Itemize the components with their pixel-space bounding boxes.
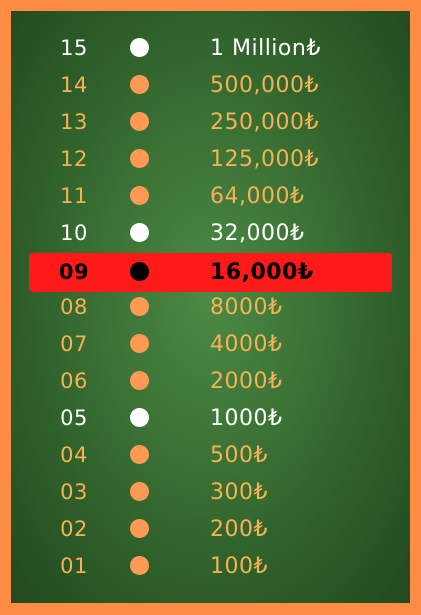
ladder-row-14: 14 500,000₺ <box>11 67 410 104</box>
ladder-row-15: 15 1 Million₺ <box>11 30 410 67</box>
level-number: 05 <box>44 400 104 437</box>
prize-amount: 300₺ <box>210 474 268 511</box>
level-number: 10 <box>44 215 104 252</box>
ladder-row-06: 06 2000₺ <box>11 363 410 400</box>
level-marker-icon <box>130 112 149 131</box>
level-number: 11 <box>44 178 104 215</box>
level-number: 08 <box>44 289 104 326</box>
level-number: 13 <box>44 104 104 141</box>
level-number: 12 <box>44 141 104 178</box>
prize-amount: 32,000₺ <box>210 215 304 252</box>
ladder-row-07: 07 4000₺ <box>11 326 410 363</box>
level-marker-icon <box>130 334 149 353</box>
level-number: 03 <box>44 474 104 511</box>
prize-amount: 2000₺ <box>210 363 283 400</box>
prize-amount: 8000₺ <box>210 289 283 326</box>
level-marker-icon <box>130 223 149 242</box>
level-marker-icon <box>130 75 149 94</box>
prize-amount: 500,000₺ <box>210 67 319 104</box>
level-marker-icon <box>130 371 149 390</box>
ladder-row-12: 12 125,000₺ <box>11 141 410 178</box>
level-marker-icon <box>130 445 149 464</box>
ladder-row-11: 11 64,000₺ <box>11 178 410 215</box>
level-marker-icon <box>130 297 149 316</box>
ladder-row-03: 03 300₺ <box>11 474 410 511</box>
ladder-row-13: 13 250,000₺ <box>11 104 410 141</box>
level-number: 02 <box>44 511 104 548</box>
level-marker-icon <box>130 186 149 205</box>
ladder-row-02: 02 200₺ <box>11 511 410 548</box>
level-marker-icon <box>130 38 149 57</box>
level-number: 01 <box>44 548 104 585</box>
ladder-row-10: 10 32,000₺ <box>11 215 410 252</box>
prize-amount: 1000₺ <box>210 400 283 437</box>
level-marker-icon <box>130 519 149 538</box>
level-marker-icon <box>130 482 149 501</box>
level-number: 06 <box>44 363 104 400</box>
ladder-row-05: 05 1000₺ <box>11 400 410 437</box>
level-number: 04 <box>44 437 104 474</box>
ladder-row-09-current: 09 16,000₺ <box>11 252 410 289</box>
level-number: 14 <box>44 67 104 104</box>
level-number: 09 <box>44 254 104 291</box>
level-marker-icon <box>130 408 149 427</box>
level-number: 15 <box>44 30 104 67</box>
prize-amount: 4000₺ <box>210 326 283 363</box>
prize-amount: 1 Million₺ <box>210 30 321 67</box>
prize-amount: 200₺ <box>210 511 268 548</box>
level-marker-icon <box>130 149 149 168</box>
money-ladder: 15 1 Million₺ 14 500,000₺ 13 250,000₺ 12… <box>11 30 410 585</box>
prize-amount: 64,000₺ <box>210 178 304 215</box>
level-marker-icon <box>130 262 149 281</box>
ladder-row-08: 08 8000₺ <box>11 289 410 326</box>
prize-amount: 16,000₺ <box>210 254 314 291</box>
prize-amount: 100₺ <box>210 548 268 585</box>
level-number: 07 <box>44 326 104 363</box>
prize-amount: 250,000₺ <box>210 104 319 141</box>
ladder-row-04: 04 500₺ <box>11 437 410 474</box>
prize-amount: 125,000₺ <box>210 141 319 178</box>
money-ladder-board: 15 1 Million₺ 14 500,000₺ 13 250,000₺ 12… <box>11 11 410 603</box>
level-marker-icon <box>130 556 149 575</box>
prize-amount: 500₺ <box>210 437 268 474</box>
ladder-row-01: 01 100₺ <box>11 548 410 585</box>
